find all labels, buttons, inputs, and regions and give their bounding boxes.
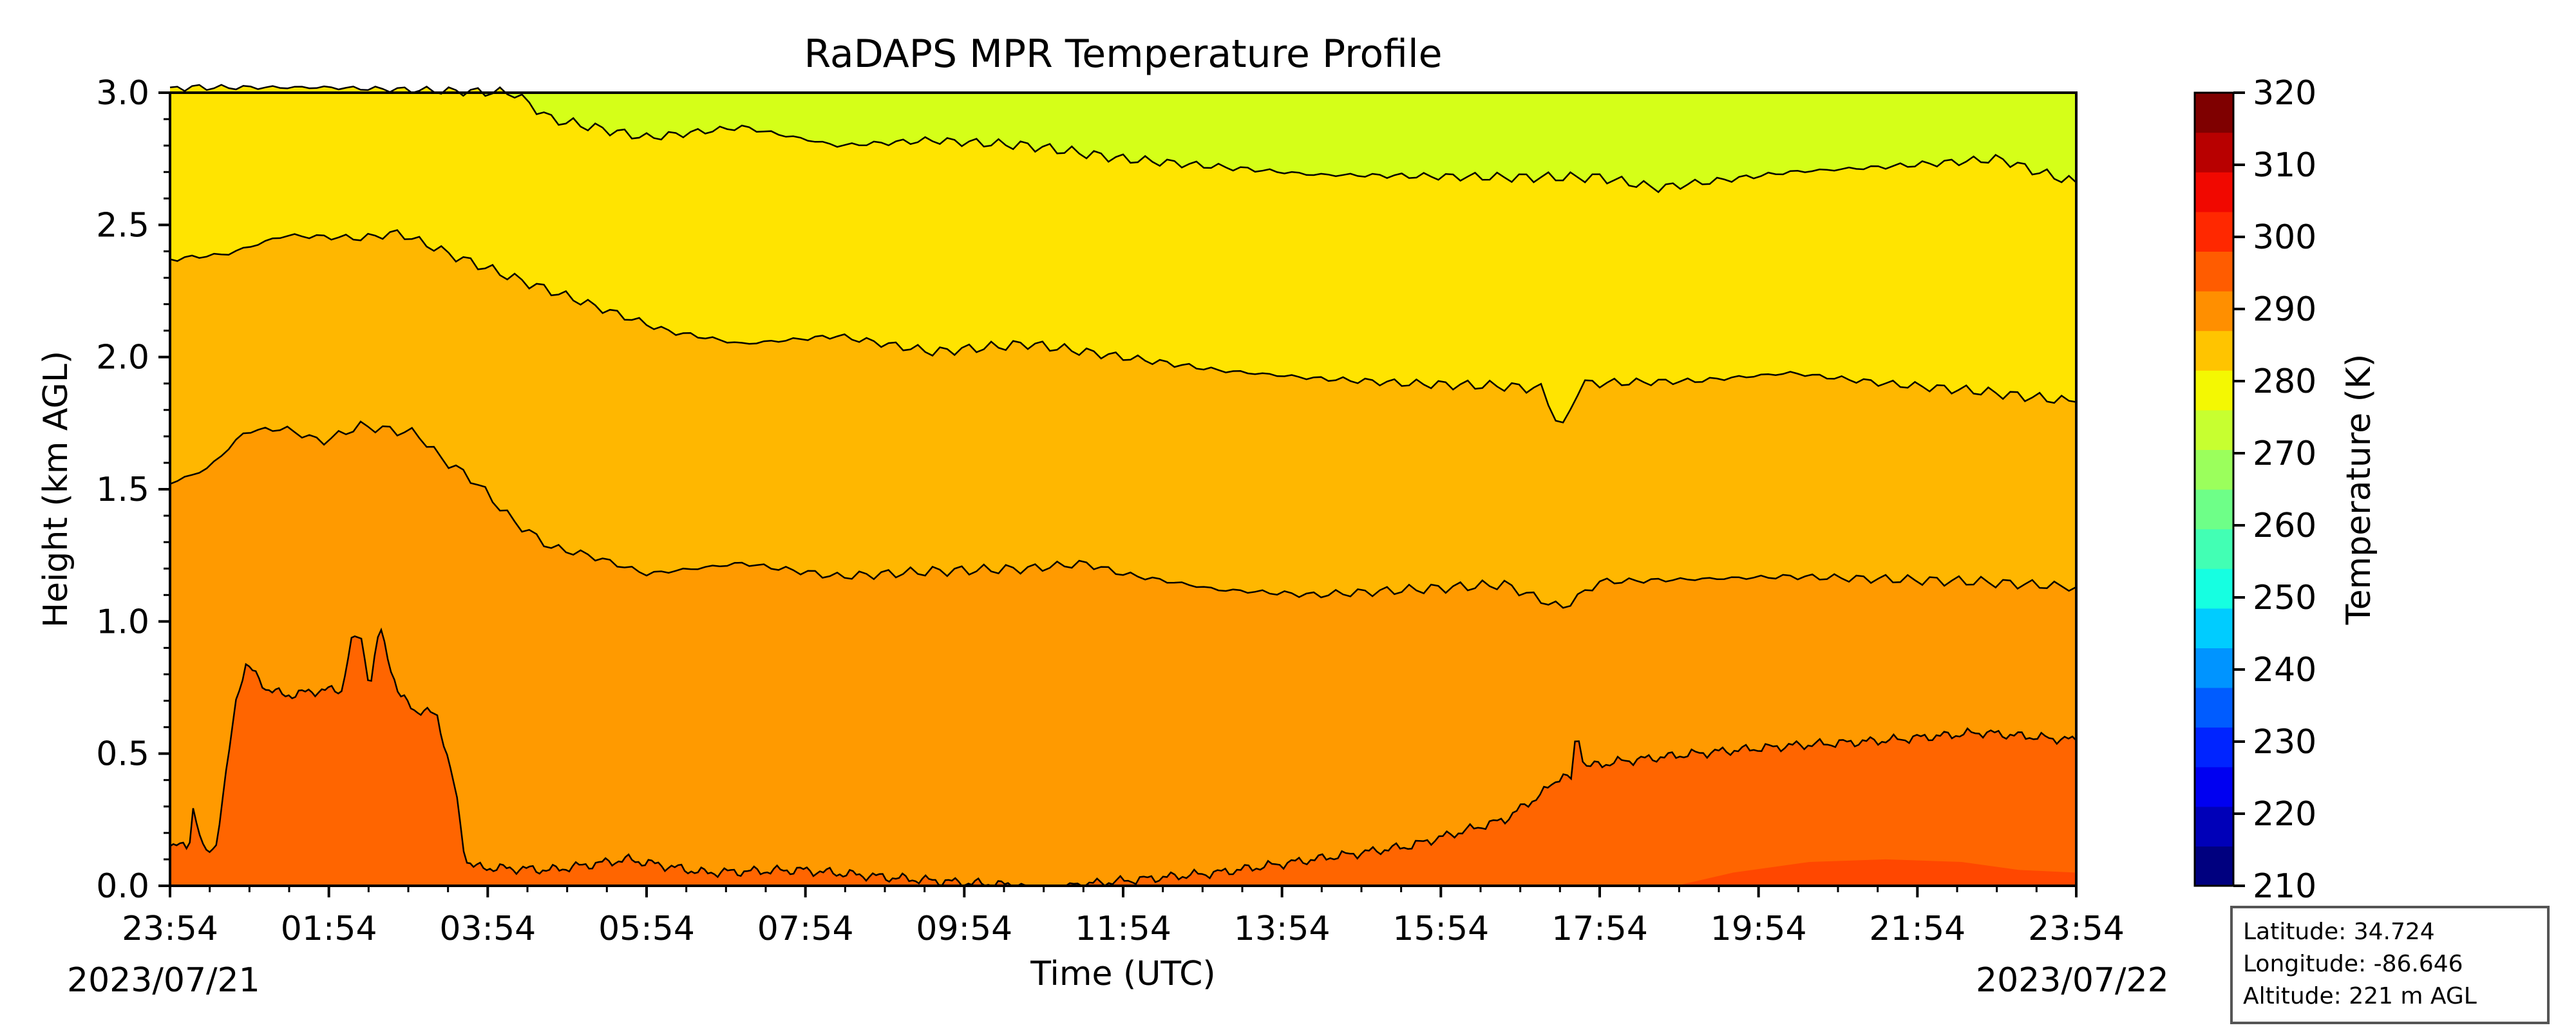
- colorbar-tick-label: 290: [2253, 290, 2316, 329]
- fill-band-305: [1676, 859, 2076, 886]
- colorbar: 210 220 230 240 250 260 270 280 290 300 310 320: [2193, 74, 2316, 906]
- colorbar-tick-label: 310: [2253, 146, 2316, 185]
- fill-band-300-left: [170, 630, 1028, 886]
- colorbar-segment: [2195, 529, 2233, 569]
- x-tick-label: 23:54: [2028, 910, 2125, 948]
- x-tick-label: 17:54: [1551, 910, 1648, 948]
- y-tick-label: 1.0: [96, 603, 149, 641]
- location-info-box: Latitude: 34.724 Longitude: -86.646 Alti…: [2230, 906, 2550, 1024]
- colorbar-segment: [2195, 489, 2233, 530]
- colorbar-segment: [2195, 648, 2233, 688]
- colorbar-tick-label: 280: [2253, 362, 2316, 401]
- y-tick-label: 0.5: [96, 735, 149, 774]
- x-tick-label: 15:54: [1392, 910, 1489, 948]
- x-tick-label: 23:54: [122, 910, 218, 948]
- colorbar-segment: [2195, 449, 2233, 490]
- fill-band-300-right: [1066, 728, 2076, 886]
- contour-line-lower_left: [169, 627, 1028, 887]
- colorbar-segment: [2195, 172, 2233, 212]
- y-tick-label: 1.5: [96, 471, 149, 509]
- colorbar-segment: [2195, 767, 2233, 807]
- colorbar-segment: [2195, 568, 2233, 609]
- colorbar-segment: [2195, 132, 2233, 173]
- x-tick-label: 03:54: [439, 910, 536, 948]
- colorbar-segment: [2195, 330, 2233, 371]
- y-tick-label: 2.5: [96, 206, 149, 245]
- colorbar-segment: [2195, 846, 2233, 886]
- colorbar-tick-label: 230: [2253, 723, 2316, 762]
- x-end-date: 2023/07/22: [1976, 961, 2169, 1000]
- x-axis-label: Time (UTC): [1030, 955, 1215, 993]
- colorbar-label: Temperature (K): [2340, 354, 2378, 626]
- x-tick-label: 13:54: [1234, 910, 1331, 948]
- y-tick-label: 3.0: [96, 74, 149, 113]
- temperature-contour-lines: [169, 84, 2077, 887]
- colorbar-segment: [2195, 211, 2233, 252]
- colorbar-tick-label: 260: [2253, 507, 2316, 545]
- colorbar-segment: [2195, 291, 2233, 332]
- colorbar-segment: [2195, 93, 2233, 133]
- altitude-text: Altitude: 221 m AGL: [2243, 983, 2477, 1009]
- x-tick-label: 07:54: [757, 910, 854, 948]
- y-tick-label: 0.0: [96, 867, 149, 906]
- temperature-fill-regions: [170, 84, 2076, 886]
- x-tick-label: 09:54: [916, 910, 1012, 948]
- colorbar-tick-label: 270: [2253, 435, 2316, 473]
- contour-line-lower_right: [1065, 727, 2077, 887]
- x-tick-label: 11:54: [1075, 910, 1171, 948]
- x-tick-label: 21:54: [1869, 910, 1965, 948]
- colorbar-segment: [2195, 727, 2233, 767]
- y-axis-label: Height (km AGL): [37, 351, 75, 628]
- colorbar-segment: [2195, 688, 2233, 728]
- x-tick-label: 19:54: [1710, 910, 1807, 948]
- x-tick-label: 05:54: [598, 910, 695, 948]
- colorbar-segment: [2195, 409, 2233, 450]
- longitude-text: Longitude: -86.646: [2243, 951, 2463, 977]
- latitude-text: Latitude: 34.724: [2243, 919, 2435, 945]
- x-tick-label: 01:54: [281, 910, 377, 948]
- contour-line-middle: [169, 420, 2077, 609]
- y-axis: 0.0 0.5 1.0 1.5 2.0 2.5 3.0: [96, 74, 170, 906]
- y-tick-label: 2.0: [96, 339, 149, 377]
- colorbar-frame: [2193, 91, 2235, 887]
- contour-line-top: [169, 84, 2077, 194]
- chart-title: RaDAPS MPR Temperature Profile: [804, 32, 1442, 77]
- colorbar-tick-label: 240: [2253, 651, 2316, 689]
- colorbar-segment: [2195, 370, 2233, 411]
- colorbar-segment: [2195, 806, 2233, 847]
- colorbar-tick-label: 210: [2253, 867, 2316, 906]
- colorbar-tick-label: 300: [2253, 218, 2316, 257]
- colorbar-tick-label: 220: [2253, 795, 2316, 834]
- colorbar-tick-label: 250: [2253, 579, 2316, 617]
- colorbar-segment: [2195, 608, 2233, 648]
- x-axis: 23:54 01:54 03:54 05:54 07:54 09:54 11:54 13:54…: [122, 886, 2125, 948]
- colorbar-tick-label: 320: [2253, 74, 2316, 113]
- colorbar-segment: [2195, 251, 2233, 292]
- contour-line-upper: [169, 229, 2077, 424]
- x-start-date: 2023/07/21: [67, 961, 260, 1000]
